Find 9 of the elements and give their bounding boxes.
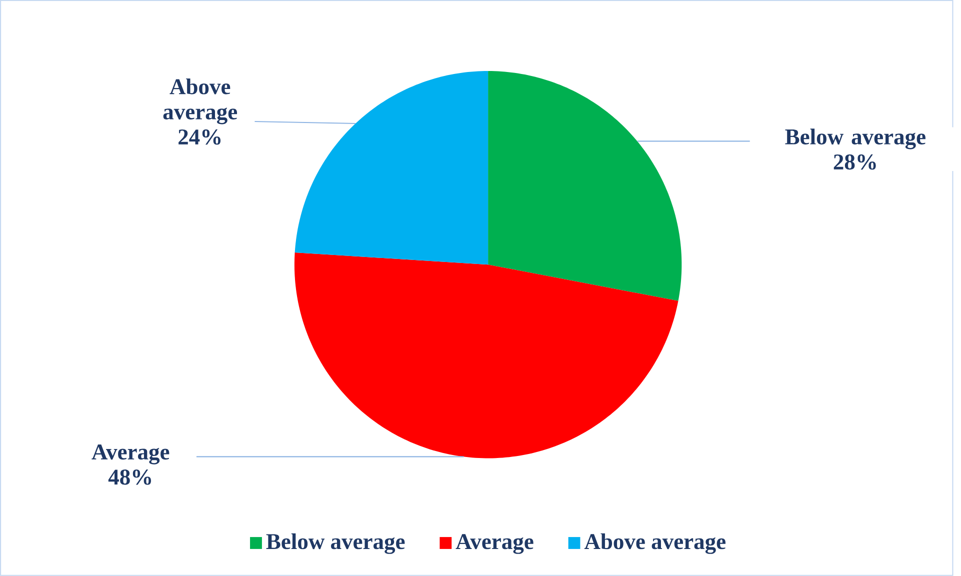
slice-label: Above average — [163, 78, 238, 124]
legend-label: Above average — [584, 533, 726, 554]
legend-label: Below average — [266, 533, 405, 554]
data-label: 24% — [178, 129, 220, 145]
legend-label: Average — [456, 534, 534, 554]
data-label: 48% — [108, 470, 151, 485]
slice-label: Average — [92, 444, 170, 464]
data-label: 28% — [834, 154, 876, 170]
slice-label: Below average — [785, 128, 926, 150]
